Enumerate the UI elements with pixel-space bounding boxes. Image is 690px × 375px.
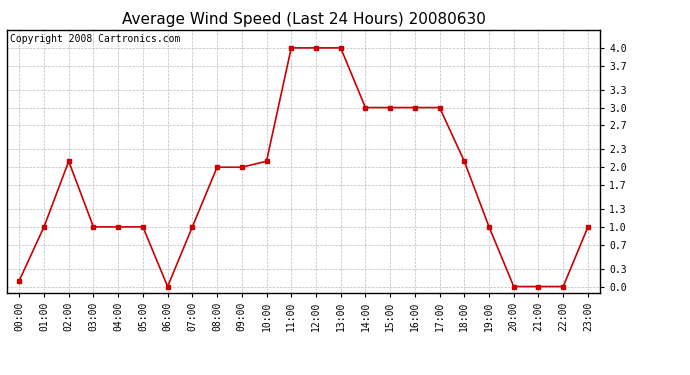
Text: Copyright 2008 Cartronics.com: Copyright 2008 Cartronics.com: [10, 34, 180, 44]
Title: Average Wind Speed (Last 24 Hours) 20080630: Average Wind Speed (Last 24 Hours) 20080…: [121, 12, 486, 27]
